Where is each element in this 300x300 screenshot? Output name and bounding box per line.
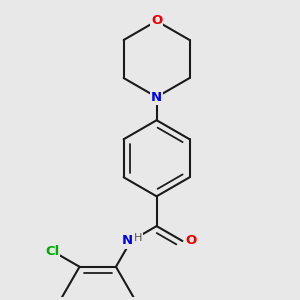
Text: Cl: Cl: [45, 245, 59, 258]
Text: N: N: [122, 235, 133, 248]
Text: H: H: [134, 233, 142, 243]
Text: O: O: [185, 235, 196, 248]
Text: N: N: [151, 91, 162, 103]
Text: O: O: [151, 14, 162, 28]
